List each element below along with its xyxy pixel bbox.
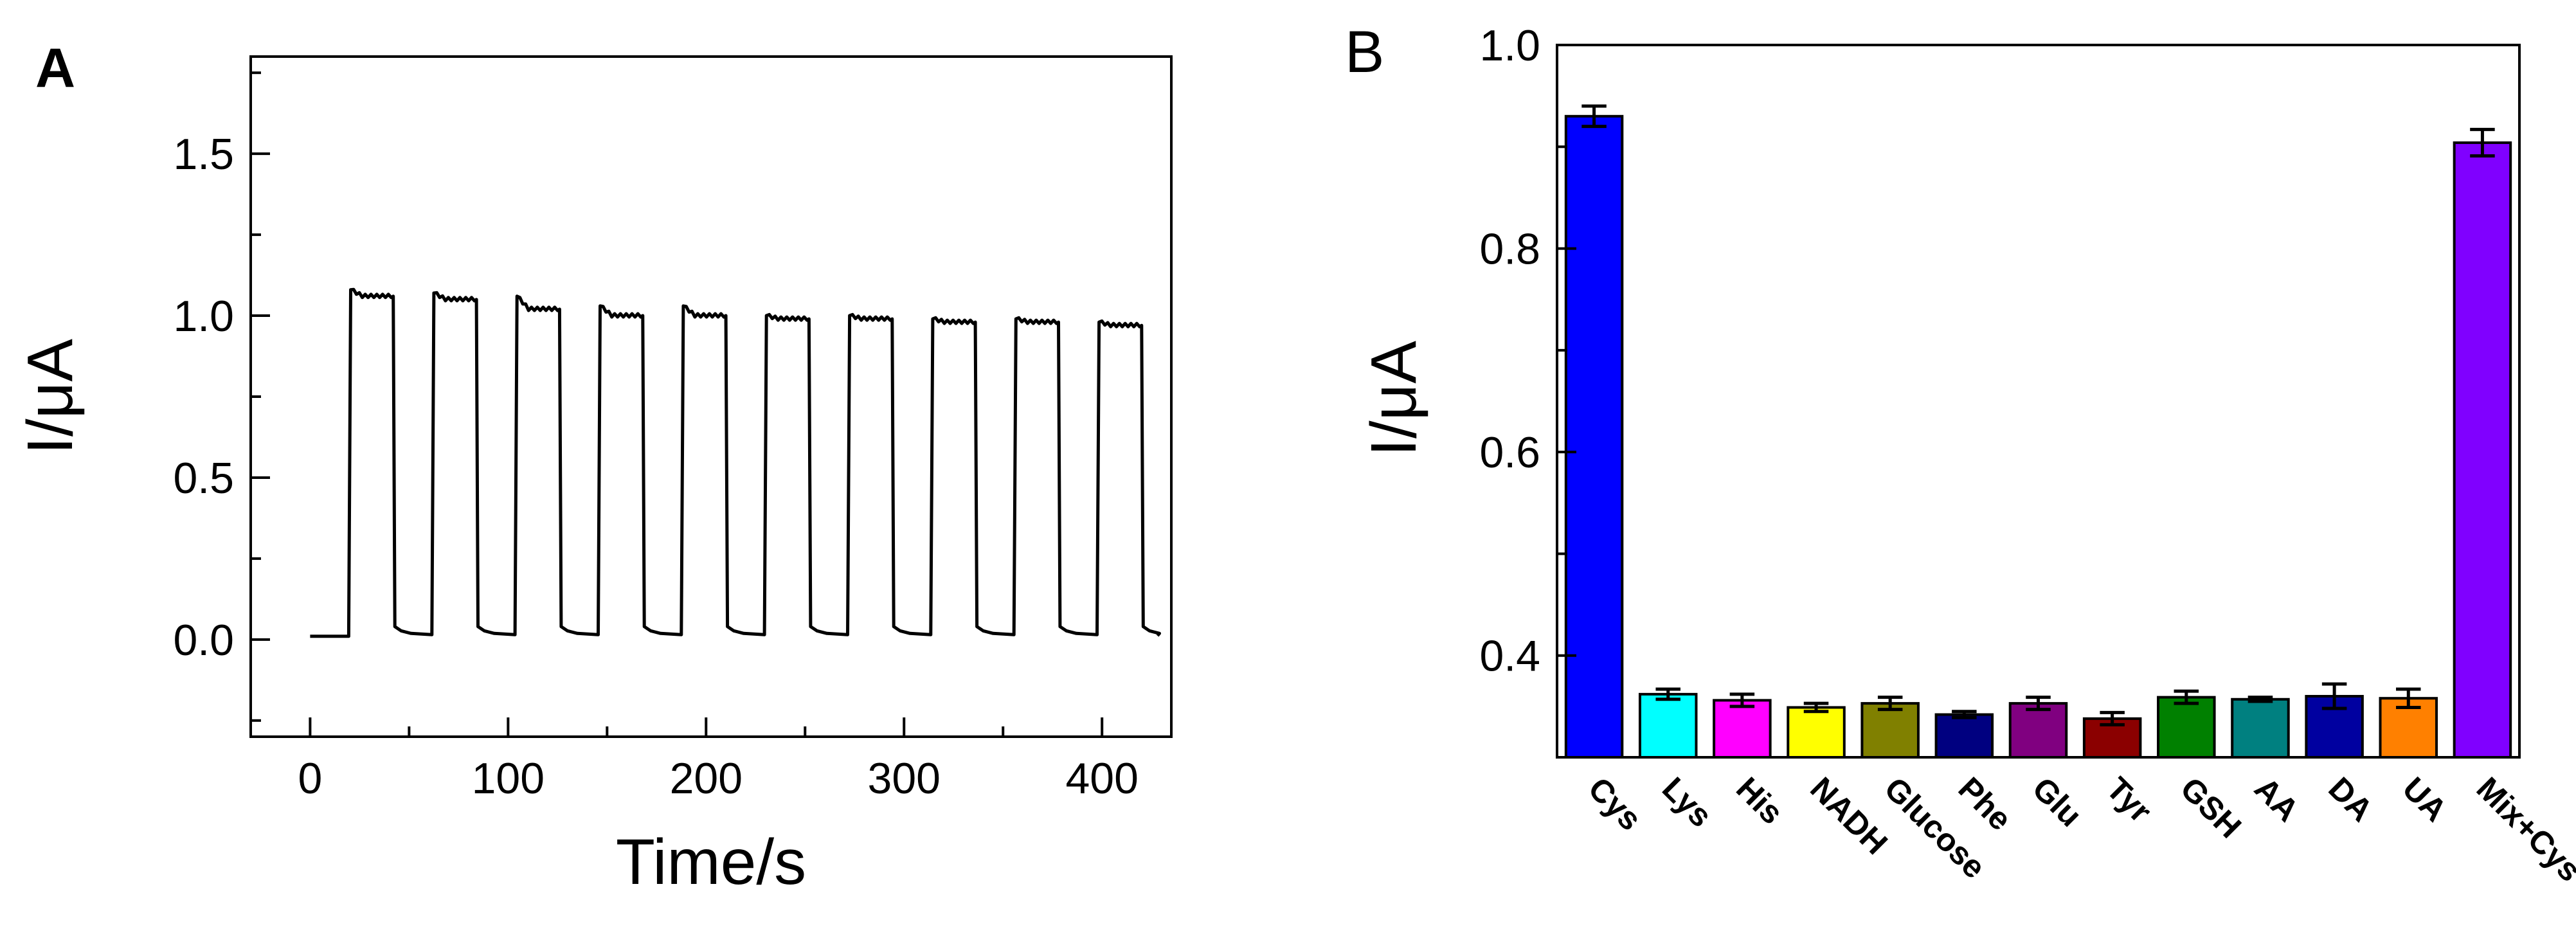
x-tick-label: NADH (1803, 770, 1895, 861)
bar-his (1713, 699, 1772, 759)
bar-lys (1638, 692, 1698, 759)
panel-a-label: A (35, 37, 75, 99)
x-tick-label: Tyr (2100, 770, 2159, 829)
y-tick-label: 0.8 (1479, 225, 1540, 274)
photocurrent-line (310, 287, 1161, 638)
x-tick-label: His (1729, 770, 1790, 831)
bar-nadh (1787, 706, 1846, 759)
y-tick-label: 0.4 (1479, 632, 1540, 681)
y-tick-label: 1.5 (173, 130, 234, 179)
bar-glucose (1860, 702, 1920, 759)
panel-a: A 0.0 0.5 1.0 1.5 0 100 200 300 400 Time/s I/μA (14, 37, 1173, 898)
y-tick-label: 0.5 (173, 454, 234, 503)
x-tick-label: Mix+Cys (2470, 770, 2576, 888)
panel-b-y-axis: 0.4 0.6 0.8 1.0 (1479, 21, 1576, 681)
bar-glu (2008, 702, 2068, 759)
panel-a-x-axis: 0 100 200 300 400 (298, 717, 1139, 803)
x-tick-label: 300 (868, 754, 941, 803)
panel-a-y-axis: 0.0 0.5 1.0 1.5 (173, 71, 270, 722)
bar-aa (2231, 698, 2290, 759)
panel-a-y-axis-label: I/μA (14, 339, 86, 455)
x-tick-label: Phe (1952, 770, 2019, 837)
y-tick-label: 0.0 (173, 616, 234, 665)
panel-b-plot-frame (1556, 44, 2521, 759)
bar-phe (1934, 713, 1994, 759)
panel-a-x-axis-label: Time/s (616, 826, 806, 898)
x-tick-label: GSH (2174, 770, 2248, 845)
x-tick-label: 0 (298, 754, 322, 803)
y-tick-label: 0.6 (1479, 428, 1540, 477)
panel-b-bars (1564, 104, 2512, 759)
x-tick-label: Lys (1655, 770, 1719, 834)
bar-cys (1564, 114, 1624, 759)
panel-b-label: B (1345, 19, 1384, 85)
bar-mix-cys (2453, 141, 2512, 759)
x-tick-label: Cys (1581, 770, 1648, 837)
y-tick-label: 1.0 (1479, 21, 1540, 70)
bar-gsh (2157, 696, 2216, 759)
x-tick-label: UA (2395, 770, 2454, 829)
panel-b-y-axis-label: I/μA (1358, 341, 1430, 456)
x-tick-label: Glu (2026, 770, 2089, 834)
panel-a-plot-frame (249, 55, 1173, 738)
x-tick-label: DA (2321, 770, 2380, 829)
x-tick-label: 400 (1065, 754, 1138, 803)
y-tick-label: 1.0 (173, 292, 234, 341)
x-tick-label: 200 (670, 754, 743, 803)
x-tick-label: AA (2247, 770, 2306, 829)
x-tick-label: 100 (472, 754, 545, 803)
